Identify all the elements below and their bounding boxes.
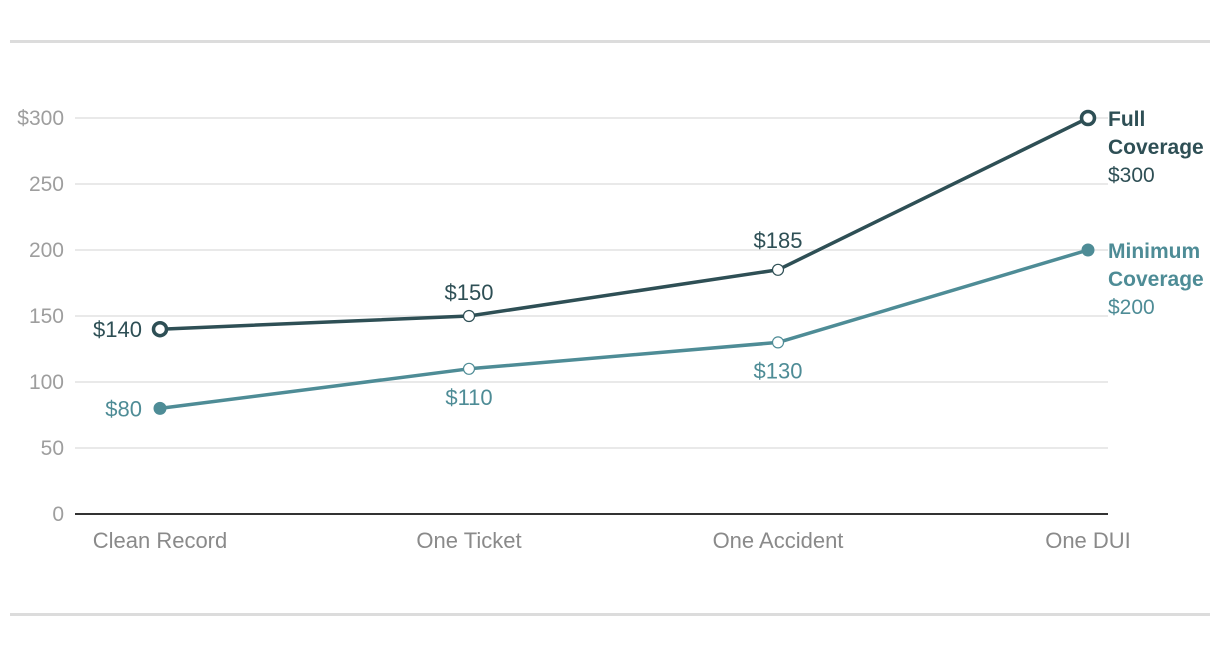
data-label: $110 bbox=[445, 385, 492, 410]
x-tick-label: Clean Record bbox=[93, 528, 228, 553]
series-name-label: Coverage bbox=[1108, 268, 1204, 291]
y-tick-label: 0 bbox=[52, 503, 64, 526]
y-tick-label: $300 bbox=[17, 107, 64, 130]
data-point bbox=[1081, 243, 1095, 257]
data-label: $140 bbox=[93, 317, 142, 342]
y-tick-label: 150 bbox=[29, 305, 64, 328]
data-point bbox=[462, 362, 476, 375]
bottom-divider bbox=[10, 613, 1210, 616]
series-name-label: Full bbox=[1108, 108, 1145, 131]
data-label: $130 bbox=[754, 358, 803, 383]
data-label: $150 bbox=[445, 280, 494, 305]
data-label: $200 bbox=[1108, 296, 1155, 319]
y-tick-label: 250 bbox=[29, 173, 64, 196]
data-point bbox=[771, 263, 785, 276]
x-axis-labels: Clean Record One Ticket One Accident One DU… bbox=[93, 528, 1131, 553]
data-point bbox=[771, 336, 785, 349]
data-point bbox=[153, 401, 167, 415]
series-name-label: Minimum bbox=[1108, 240, 1200, 263]
data-label: $185 bbox=[754, 228, 803, 253]
series-line bbox=[159, 248, 1089, 411]
y-tick-label: 200 bbox=[29, 239, 64, 262]
series-name-label: Coverage bbox=[1108, 136, 1204, 159]
series-line bbox=[159, 116, 1089, 331]
data-point bbox=[151, 320, 169, 338]
data-label: $80 bbox=[105, 396, 142, 421]
data-label: $300 bbox=[1108, 164, 1155, 187]
x-tick-label: One DUI bbox=[1045, 528, 1131, 553]
series-lines bbox=[151, 109, 1097, 415]
x-tick-label: One Accident bbox=[713, 528, 844, 553]
grid-lines bbox=[75, 117, 1108, 515]
data-point bbox=[462, 309, 476, 323]
y-axis-labels: 0 50 100 150 200 250 $300 bbox=[17, 107, 64, 526]
top-divider bbox=[10, 40, 1210, 43]
y-tick-label: 50 bbox=[41, 437, 64, 460]
data-point bbox=[1079, 109, 1097, 127]
data-labels: $140 $150 $185 Full Coverage $300 $80 $110 $130 M… bbox=[93, 108, 1204, 421]
x-tick-label: One Ticket bbox=[416, 528, 521, 553]
y-tick-label: 100 bbox=[29, 371, 64, 394]
